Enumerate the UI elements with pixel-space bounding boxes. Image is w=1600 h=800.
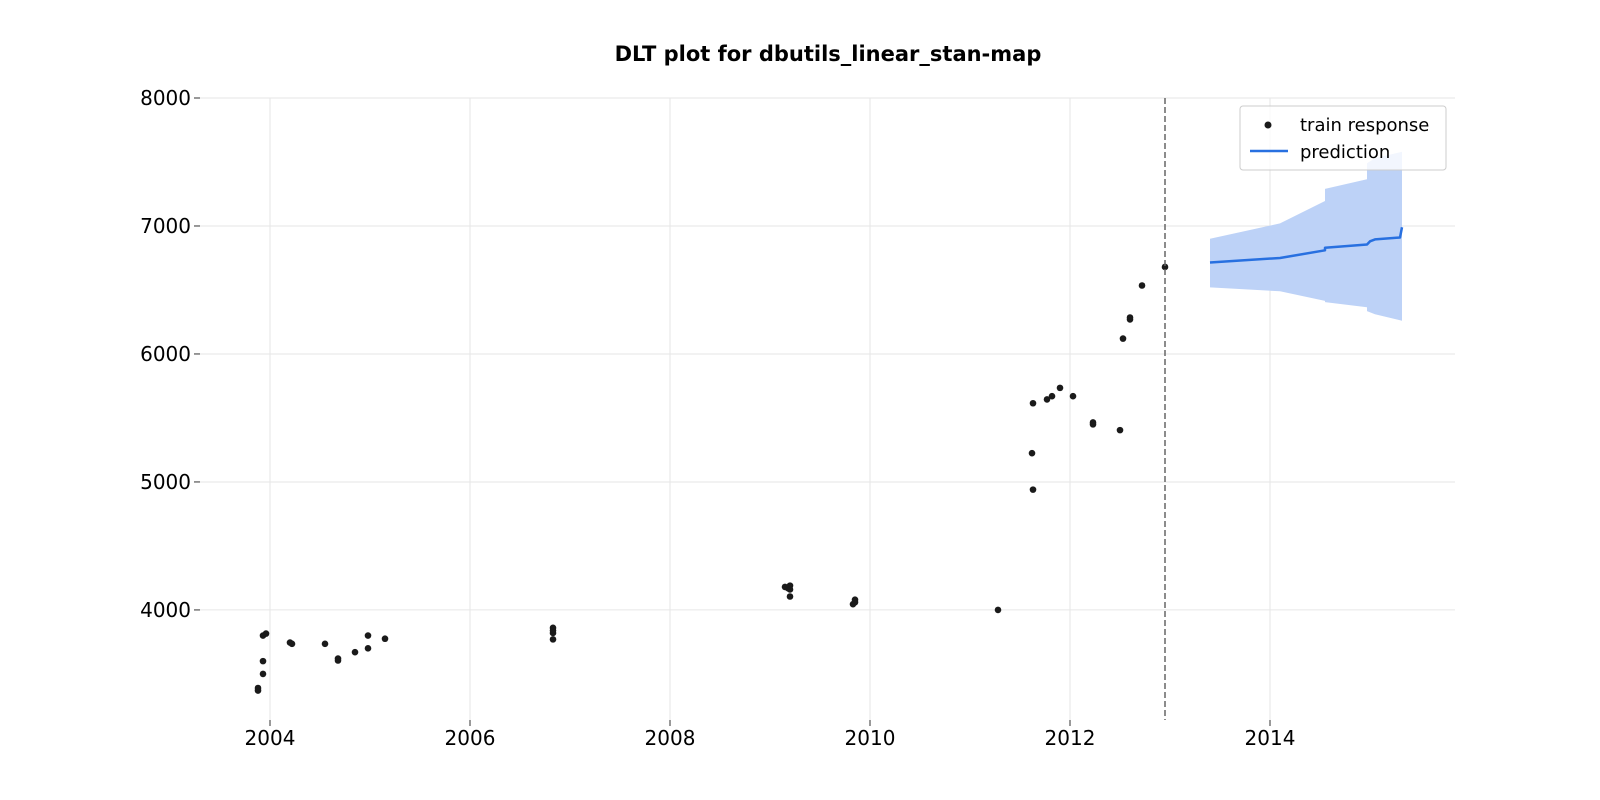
train-response-point	[786, 593, 794, 600]
train-response-point	[254, 684, 262, 692]
legend-box	[1239, 105, 1447, 171]
train-response-point	[786, 586, 794, 593]
y-tick-label: 5000	[140, 470, 191, 494]
axes: 2004 2006 2008 2010 2012 2014 4000 5000 6000 7000…	[140, 86, 1295, 750]
x-tick-label: 2012	[1045, 726, 1096, 750]
legend-train-response-marker	[1264, 121, 1272, 129]
grid	[200, 97, 1455, 720]
legend-prediction-label: prediction	[1300, 142, 1390, 163]
x-tick-label: 2004	[245, 726, 296, 750]
x-tick-label: 2008	[645, 726, 696, 750]
train-response-points	[254, 263, 1169, 694]
train-response-point	[1028, 449, 1036, 457]
train-response-point	[1138, 282, 1146, 289]
train-response-point	[1116, 426, 1124, 434]
prediction-line	[1209, 227, 1404, 264]
train-response-point	[994, 606, 1002, 614]
prediction-line-group	[1209, 227, 1404, 264]
prediction-band-group	[1210, 151, 1402, 321]
chart-title: DLT plot for dbutils_linear_stan-map	[615, 42, 1042, 66]
train-response-point	[851, 596, 859, 603]
train-response-point	[288, 640, 296, 648]
train-response-point	[549, 636, 557, 643]
y-tick-label: 4000	[140, 598, 191, 622]
train-response-point	[1029, 486, 1037, 493]
train-response-point	[1029, 399, 1037, 407]
x-tick-label: 2014	[1245, 726, 1296, 750]
legend-train-response-label: train response	[1300, 115, 1429, 136]
train-response-point	[1069, 392, 1077, 400]
train-response-point	[1043, 396, 1051, 403]
train-response-point	[321, 640, 329, 648]
y-tick-label: 6000	[140, 342, 191, 366]
train-response-point	[381, 635, 389, 643]
prediction-band	[1210, 151, 1402, 321]
train-response-point	[1089, 419, 1097, 426]
train-response-point	[549, 624, 557, 632]
x-tick-label: 2006	[445, 726, 496, 750]
train-response-point	[1048, 392, 1056, 400]
train-response-point	[334, 657, 342, 664]
train-response-point	[259, 657, 267, 665]
train-response-point	[259, 670, 267, 678]
train-response-point	[262, 630, 270, 637]
train-response-point	[1161, 263, 1169, 271]
train-response-point	[364, 632, 372, 639]
y-tick-label: 7000	[140, 214, 191, 238]
train-response-point	[1119, 335, 1127, 342]
legend: train response prediction	[1239, 105, 1447, 171]
train-response-point	[1056, 384, 1064, 392]
train-response-point	[364, 645, 372, 652]
y-tick-label: 8000	[140, 86, 191, 110]
train-response-point	[1126, 314, 1134, 321]
x-tick-label: 2010	[845, 726, 896, 750]
train-response-point	[351, 648, 359, 656]
